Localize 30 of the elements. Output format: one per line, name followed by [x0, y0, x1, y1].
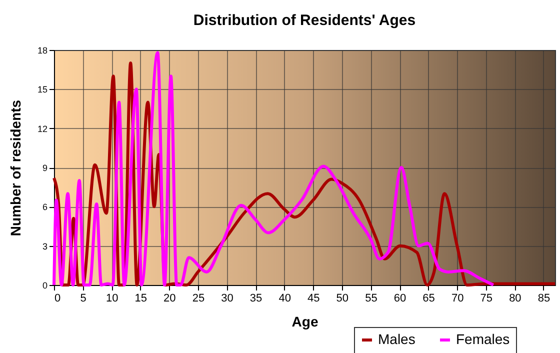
x-tick-label: 50	[336, 292, 349, 304]
y-tick-label: 9	[42, 163, 48, 173]
y-tick-label: 18	[37, 46, 48, 56]
x-tick-label: 85	[538, 292, 550, 304]
x-axis-title: Age	[292, 314, 318, 330]
x-tick-label: 15	[134, 292, 148, 304]
x-tick-label: 20	[164, 292, 176, 304]
y-tick-label: 15	[37, 84, 48, 95]
y-tick-label: 6	[42, 202, 48, 212]
x-tick-label: 30	[221, 292, 234, 304]
chart-title: Distribution of Residents' Ages	[193, 12, 416, 29]
y-tick-label: 0	[42, 280, 48, 290]
y-tick-label: 3	[42, 241, 48, 252]
x-tick-label: 65	[422, 292, 435, 304]
legend-label: Males	[378, 331, 416, 347]
x-tick-label: 75	[480, 292, 493, 304]
x-tick-label: 40	[278, 292, 291, 304]
x-tick-label: 0	[54, 292, 61, 304]
x-tick-label: 55	[365, 292, 378, 304]
x-tick-label: 45	[308, 292, 320, 304]
legend-label: Females	[456, 331, 510, 347]
x-tick-label: 80	[509, 292, 522, 304]
x-tick-label: 60	[394, 292, 406, 304]
x-tick-label: 10	[106, 292, 118, 304]
y-axis-title: Number of residents	[7, 100, 24, 236]
y-tick-label: 12	[37, 124, 48, 134]
x-tick-label: 70	[451, 292, 464, 304]
x-tick-label: 25	[192, 292, 205, 304]
x-tick-label: 35	[250, 292, 262, 304]
x-tick-label: 5	[80, 292, 86, 304]
